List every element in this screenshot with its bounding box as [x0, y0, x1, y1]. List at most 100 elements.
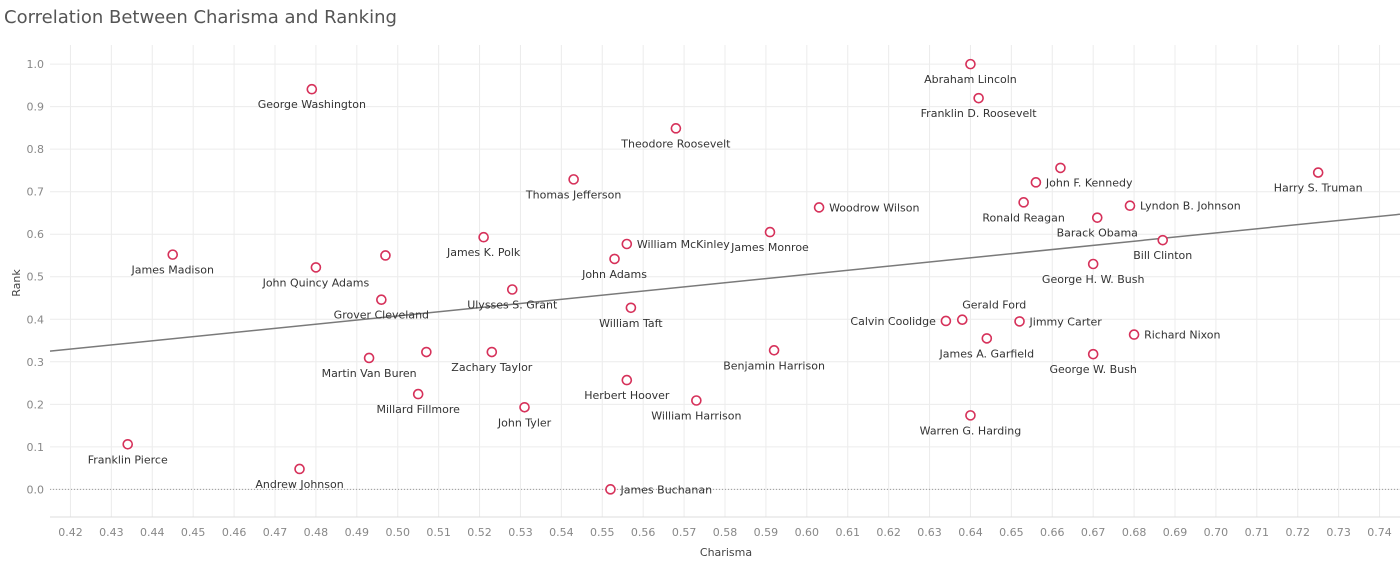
x-tick-label: 0.47 — [263, 526, 288, 539]
y-axis-title: Rank — [10, 269, 23, 297]
point-label: Franklin Pierce — [88, 453, 168, 466]
point-label: William Taft — [599, 317, 663, 330]
data-point — [764, 226, 776, 238]
data-point — [965, 410, 976, 421]
data-point — [376, 294, 387, 306]
data-point — [973, 92, 984, 104]
point-label: James Buchanan — [619, 483, 712, 496]
data-point — [605, 484, 616, 495]
data-point — [940, 315, 952, 327]
point-label: James Madison — [131, 264, 214, 277]
x-tick-label: 0.69 — [1163, 526, 1188, 539]
data-point — [363, 352, 375, 364]
x-tick-label: 0.64 — [958, 526, 983, 539]
point-label: James A. Garfield — [939, 347, 1035, 360]
x-tick-label: 0.66 — [1040, 526, 1065, 539]
data-point — [568, 174, 579, 185]
point-label: Theodore Roosevelt — [620, 137, 731, 150]
data-point — [691, 395, 702, 406]
data-point — [965, 58, 976, 70]
data-point — [310, 262, 322, 273]
x-tick-label: 0.43 — [99, 526, 124, 539]
point-label: Warren G. Harding — [920, 424, 1022, 437]
data-point — [609, 253, 620, 265]
data-point — [294, 463, 305, 475]
point-label: George Washington — [258, 98, 366, 111]
y-tick-label: 0.0 — [27, 483, 45, 496]
data-point — [380, 250, 391, 261]
point-label: George W. Bush — [1049, 363, 1136, 376]
point-label: John Adams — [581, 268, 647, 281]
data-point — [813, 202, 825, 213]
x-tick-label: 0.49 — [345, 526, 370, 539]
point-label: John Tyler — [497, 416, 552, 429]
point-label: William Harrison — [651, 409, 741, 422]
point-label: Zachary Taylor — [451, 361, 533, 374]
point-label: Ulysses S. Grant — [467, 299, 558, 312]
data-point — [621, 374, 633, 386]
point-label: John F. Kennedy — [1045, 176, 1133, 189]
x-tick-label: 0.44 — [140, 526, 165, 539]
point-label: Ronald Reagan — [982, 211, 1065, 224]
point-label: Jimmy Carter — [1029, 315, 1103, 328]
point-label: Andrew Johnson — [255, 478, 343, 491]
x-tick-label: 0.71 — [1245, 526, 1270, 539]
x-tick-label: 0.59 — [754, 526, 779, 539]
point-label: Benjamin Harrison — [723, 359, 825, 372]
point-label: Richard Nixon — [1144, 329, 1220, 342]
data-point — [421, 346, 432, 358]
data-point — [1018, 197, 1029, 208]
y-tick-label: 1.0 — [27, 58, 45, 71]
point-label: Harry S. Truman — [1274, 182, 1363, 195]
y-tick-label: 0.4 — [27, 313, 45, 326]
y-tick-label: 0.9 — [27, 101, 45, 114]
x-tick-label: 0.56 — [631, 526, 656, 539]
data-point — [519, 401, 530, 413]
data-point — [956, 314, 968, 325]
point-label: Grover Cleveland — [334, 309, 429, 322]
x-tick-label: 0.55 — [590, 526, 615, 539]
x-tick-label: 0.46 — [222, 526, 247, 539]
x-tick-label: 0.62 — [876, 526, 901, 539]
data-point — [981, 333, 993, 344]
point-label: Millard Fillmore — [376, 403, 460, 416]
x-tick-label: 0.63 — [917, 526, 942, 539]
y-tick-label: 0.1 — [27, 441, 45, 454]
data-point — [122, 438, 134, 450]
point-label: James K. Polk — [446, 246, 521, 259]
point-label: Abraham Lincoln — [924, 73, 1017, 86]
y-tick-label: 0.5 — [27, 271, 45, 284]
x-tick-label: 0.48 — [304, 526, 329, 539]
x-tick-label: 0.54 — [549, 526, 574, 539]
data-point — [1055, 162, 1066, 174]
x-tick-label: 0.50 — [385, 526, 410, 539]
data-point — [412, 388, 424, 400]
data-point — [621, 238, 633, 250]
x-tick-label: 0.68 — [1122, 526, 1147, 539]
x-axis-title: Charisma — [700, 546, 752, 559]
point-label: Martin Van Buren — [322, 367, 417, 380]
y-tick-label: 0.7 — [27, 186, 45, 199]
trend-layer — [49, 213, 1400, 352]
point-label: John Quincy Adams — [262, 276, 370, 289]
grid-layer — [50, 45, 1400, 517]
data-point — [768, 345, 780, 356]
point-label: Calvin Coolidge — [850, 315, 936, 328]
x-tick-label: 0.51 — [426, 526, 451, 539]
data-point — [1124, 200, 1136, 212]
data-point — [1157, 234, 1169, 246]
data-point — [625, 302, 637, 314]
x-tick-label: 0.42 — [58, 526, 83, 539]
chart-title: Correlation Between Charisma and Ranking — [4, 7, 397, 28]
x-tick-label: 0.70 — [1204, 526, 1229, 539]
axis-layer: 0.42 0.43 0.44 0.45 0.46 0.47 0.48 0.49 0.50 0.51… — [27, 58, 1400, 539]
x-tick-label: 0.60 — [795, 526, 820, 539]
x-tick-label: 0.58 — [713, 526, 738, 539]
y-tick-label: 0.6 — [27, 228, 45, 241]
point-label: Franklin D. Roosevelt — [921, 107, 1038, 120]
data-point — [486, 346, 498, 358]
point-label: Barack Obama — [1057, 227, 1138, 240]
data-point — [1014, 316, 1025, 327]
y-tick-label: 0.8 — [27, 143, 45, 156]
